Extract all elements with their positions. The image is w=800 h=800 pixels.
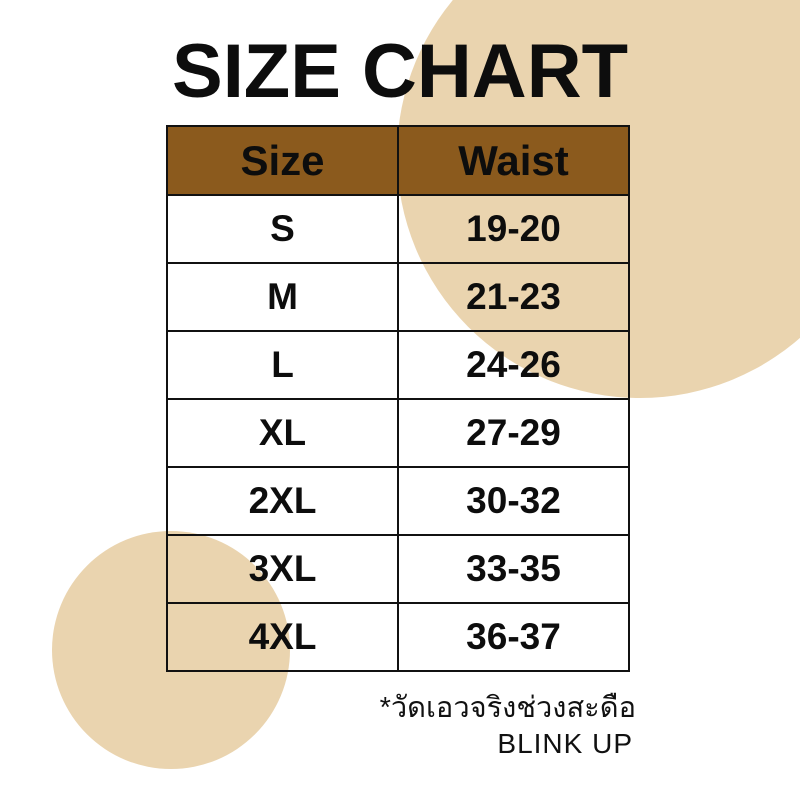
page-title: SIZE CHART	[172, 29, 628, 114]
brand-name: BLINK UP	[497, 728, 633, 759]
size-cell: 2XL	[166, 466, 399, 536]
size-table: Size Waist S 19-20 M 21-23 L 24-26 XL 27-29 2XL 3…	[166, 125, 630, 672]
table-row: 4XL 36-37	[166, 602, 630, 672]
size-table-body: S 19-20 M 21-23 L 24-26 XL 27-29 2XL 30-32 3XL 33-3…	[166, 194, 630, 672]
size-cell: M	[166, 262, 399, 332]
measurement-footnote: *วัดเอวจริงช่วงสะดือ	[379, 692, 636, 724]
table-row: XL 27-29	[166, 398, 630, 468]
size-cell: 4XL	[166, 602, 399, 672]
column-header-waist: Waist	[397, 125, 630, 196]
waist-cell: 24-26	[397, 330, 630, 400]
table-row: 3XL 33-35	[166, 534, 630, 604]
waist-cell: 30-32	[397, 466, 630, 536]
table-row: 2XL 30-32	[166, 466, 630, 536]
header-row: Size Waist	[166, 125, 630, 196]
size-cell: L	[166, 330, 399, 400]
waist-cell: 36-37	[397, 602, 630, 672]
table-row: S 19-20	[166, 194, 630, 264]
waist-cell: 33-35	[397, 534, 630, 604]
waist-cell: 27-29	[397, 398, 630, 468]
waist-cell: 19-20	[397, 194, 630, 264]
size-table-header: Size Waist	[166, 125, 630, 196]
table-row: M 21-23	[166, 262, 630, 332]
column-header-size: Size	[166, 125, 399, 196]
table-row: L 24-26	[166, 330, 630, 400]
size-cell: XL	[166, 398, 399, 468]
size-cell: 3XL	[166, 534, 399, 604]
size-cell: S	[166, 194, 399, 264]
waist-cell: 21-23	[397, 262, 630, 332]
